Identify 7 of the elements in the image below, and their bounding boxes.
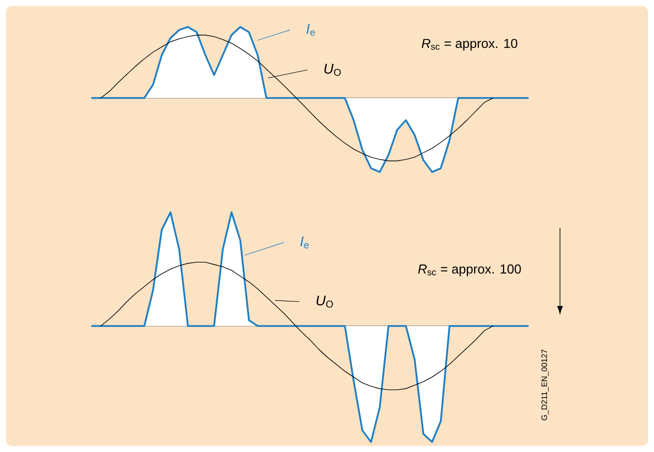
legend-label: I$_{e}$: [306, 24, 315, 36]
legend-label: U$_{O}$: [316, 296, 333, 308]
legend-label: U$_{O}$: [324, 64, 341, 76]
annotation: R$_{sc}$ = approx. 100: [418, 264, 521, 276]
annotation: R$_{sc}$ = approx. 10: [422, 38, 518, 51]
text: G_D211_EN_00127: [541, 350, 549, 420]
legend-label: I$_{e}$: [300, 236, 309, 248]
